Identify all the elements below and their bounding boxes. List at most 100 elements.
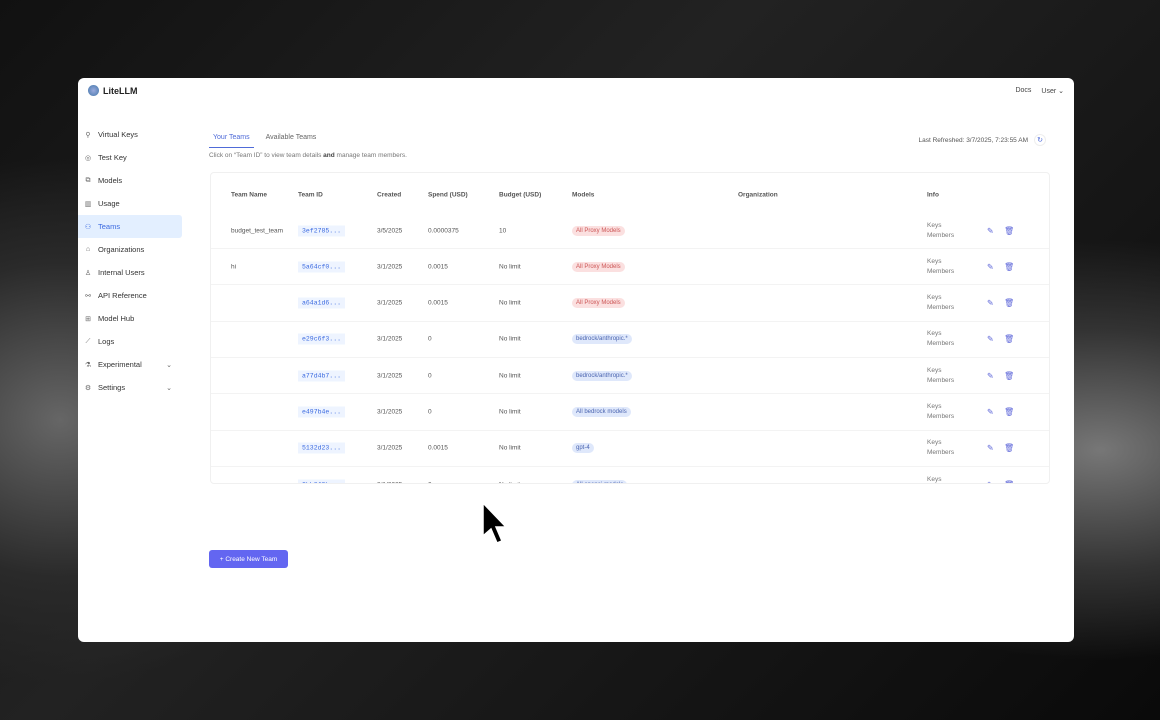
keys-link[interactable]: Keys [927, 475, 942, 483]
team-id-link[interactable]: a77d4b7... [298, 370, 346, 382]
team-id-link[interactable]: e29c6f3... [298, 333, 346, 345]
members-link[interactable]: Members [927, 231, 955, 239]
sidebar-item-label: API Reference [98, 291, 147, 300]
column-header[interactable]: Models [572, 191, 595, 199]
created-date: 3/5/2025 [377, 227, 403, 234]
column-header[interactable]: Organization [738, 191, 778, 199]
model-badge: All Proxy Models [572, 261, 625, 272]
sidebar-item-settings[interactable]: ⚙ Settings ⌄ [78, 376, 182, 399]
table-row: e29c6f3... 3/1/2025 0 No limit bedrock/a… [211, 322, 1049, 358]
spend: 0.0015 [428, 299, 448, 307]
edit-icon[interactable]: ✎ [987, 226, 994, 235]
refresh-icon: ↻ [1037, 137, 1043, 144]
team-name: hi [231, 263, 237, 271]
refresh-button[interactable]: ↻ [1034, 134, 1046, 146]
trash-icon[interactable]: 🗑 [1004, 334, 1015, 344]
key-icon: ⚲ [85, 131, 91, 139]
sidebar-item-model-hub[interactable]: ⊞ Model Hub [78, 307, 182, 330]
create-new-team-button[interactable]: + Create New Team [209, 550, 288, 568]
teams-table: Team Name Team ID Created Spend (USD) Budget… [210, 172, 1050, 484]
column-header[interactable]: Info [927, 191, 939, 199]
table-header: Team Name Team ID Created Spend (USD) Budget… [211, 177, 1049, 213]
sidebar-item-logs[interactable]: ⟋ Logs [78, 330, 182, 353]
spend: 0 [428, 372, 432, 380]
trash-icon[interactable]: 🗑 [1004, 226, 1015, 235]
column-header[interactable]: Spend (USD) [428, 191, 468, 199]
edit-icon[interactable]: ✎ [987, 371, 994, 381]
chevron-down-icon: ⌄ [166, 361, 172, 369]
sidebar-item-usage[interactable]: ▥ Usage [78, 192, 182, 215]
members-link[interactable]: Members [927, 376, 955, 384]
keys-link[interactable]: Keys [927, 403, 942, 410]
model-badge: bedrock/anthropic.* [572, 370, 632, 381]
sidebar-item-label: Experimental [98, 360, 142, 369]
user-menu[interactable]: User ⌄ [1041, 87, 1064, 95]
column-header[interactable]: Budget (USD) [499, 191, 542, 199]
column-header[interactable]: Team Name [231, 191, 268, 199]
sidebar-item-virtual-keys[interactable]: ⚲ Virtual Keys [78, 123, 182, 146]
team-id-link[interactable]: 5a64cf0... [298, 261, 346, 273]
sidebar-item-label: Models [98, 176, 123, 185]
edit-icon[interactable]: ✎ [987, 443, 994, 453]
docs-link[interactable]: Docs [1015, 87, 1032, 94]
chevron-down-icon: ⌄ [1058, 88, 1064, 95]
members-link[interactable]: Members [927, 449, 955, 457]
edit-icon[interactable]: ✎ [987, 262, 994, 272]
sidebar-item-internal-users[interactable]: ♙ Internal Users [78, 261, 182, 284]
sidebar-item-models[interactable]: ⧉ Models [78, 169, 182, 192]
sidebar-item-api-reference[interactable]: ⚯ API Reference [78, 284, 182, 307]
team-id-link[interactable]: 3ef2785... [298, 225, 346, 236]
trash-icon[interactable]: 🗑 [1004, 371, 1015, 381]
bar-chart-icon: ▥ [84, 200, 92, 208]
edit-icon[interactable]: ✎ [987, 298, 994, 308]
sidebar-item-label: Teams [98, 222, 121, 231]
app-name: LiteLLM [103, 85, 138, 96]
members-link[interactable]: Members [927, 304, 955, 312]
team-id-link[interactable]: 5132d23... [298, 442, 346, 454]
trash-icon[interactable]: 🗑 [1004, 480, 1014, 483]
trash-icon[interactable]: 🗑 [1004, 262, 1015, 272]
keys-link[interactable]: Keys [927, 257, 942, 265]
members-link[interactable]: Members [927, 267, 955, 275]
team-id-link[interactable]: e497b4e... [298, 406, 346, 418]
spend: 0 [428, 481, 432, 483]
edit-icon[interactable]: ✎ [987, 334, 994, 344]
keys-link[interactable]: Keys [927, 294, 942, 302]
column-header[interactable]: Created [377, 191, 402, 199]
sidebar-item-experimental[interactable]: ⚗ Experimental ⌄ [78, 353, 182, 376]
sidebar-item-teams[interactable]: ⚇ Teams [78, 215, 182, 238]
column-header[interactable]: Team ID [298, 191, 323, 199]
spend: 0 [428, 335, 432, 343]
team-name: budget_test_team [231, 227, 284, 234]
keys-link[interactable]: Keys [927, 366, 942, 374]
mouse-cursor-icon [482, 502, 508, 544]
hint-text: Click on “Team ID” to view team details … [209, 152, 407, 159]
sidebar-item-label: Internal Users [98, 268, 145, 277]
keys-link[interactable]: Keys [927, 221, 942, 229]
team-id-link[interactable]: a64a1d6... [298, 297, 346, 309]
sidebar-item-label: Test Key [98, 153, 127, 162]
keys-link[interactable]: Keys [927, 439, 942, 447]
logo[interactable]: LiteLLM [88, 85, 138, 96]
trash-icon[interactable]: 🗑 [1004, 443, 1015, 453]
budget: No limit [499, 299, 521, 307]
trash-icon[interactable]: 🗑 [1004, 407, 1015, 417]
created-date: 3/1/2025 [377, 299, 403, 307]
edit-icon[interactable]: ✎ [987, 480, 994, 483]
budget: No limit [499, 408, 521, 416]
info: Keys Members [927, 366, 954, 386]
sidebar-item-label: Logs [98, 337, 115, 346]
keys-link[interactable]: Keys [927, 330, 942, 338]
members-link[interactable]: Members [927, 340, 955, 348]
sidebar-item-organizations[interactable]: ⌂ Organizations [78, 238, 182, 261]
sidebar-item-test-key[interactable]: ◎ Test Key [78, 146, 182, 169]
tab-available-teams[interactable]: Available Teams [265, 134, 317, 141]
trash-icon[interactable]: 🗑 [1004, 298, 1015, 308]
team-id-link[interactable]: 2bb3f2b... [298, 479, 346, 483]
spend: 0.0000375 [428, 227, 459, 234]
user-label: User [1041, 88, 1057, 95]
edit-icon[interactable]: ✎ [987, 407, 994, 417]
info: Keys Members [927, 221, 954, 241]
tab-your-teams[interactable]: Your Teams [209, 132, 254, 148]
members-link[interactable]: Members [927, 413, 955, 420]
